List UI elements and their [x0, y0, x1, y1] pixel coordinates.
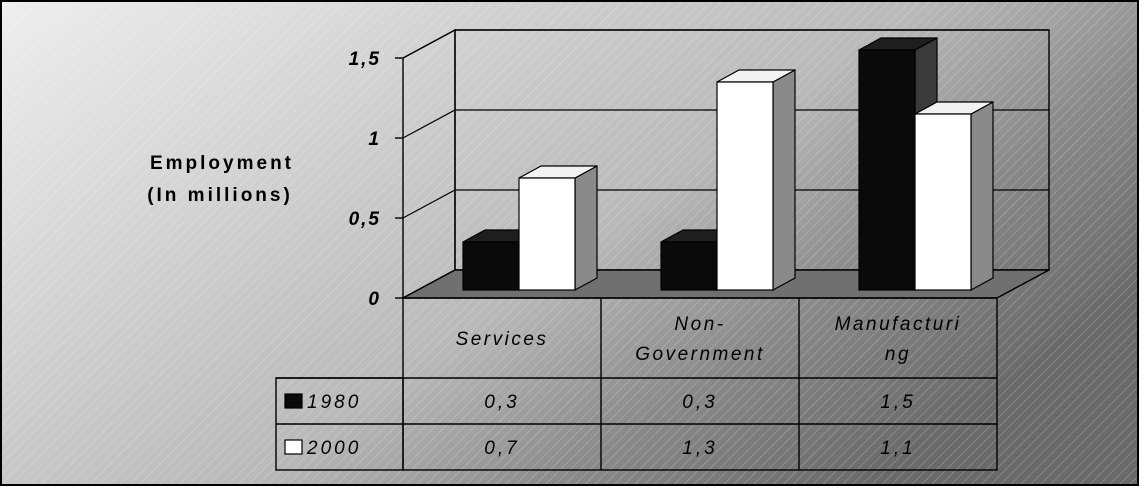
bar-side: [574, 164, 598, 292]
y-tick-label: 0: [368, 289, 381, 310]
gridline: [402, 189, 1049, 219]
legend-key-1980: [284, 393, 303, 409]
gridlines: [395, 29, 1049, 299]
y-axis-label-line-2: (In millions): [147, 185, 293, 206]
bar-2000-1: [716, 68, 796, 292]
bar: [858, 49, 916, 291]
bar: [462, 241, 520, 291]
y-tick-labels: 0 0,5 1 1,5: [349, 49, 381, 310]
y-tick-label: 0,5: [349, 209, 381, 230]
table-value: 0,3: [682, 392, 717, 413]
y-axis-label: Employment (In millions): [147, 153, 294, 206]
category-label: Manufacturi: [835, 314, 962, 335]
table-value: 1,1: [880, 438, 915, 459]
category-label: Non-: [674, 314, 725, 335]
bars: [462, 36, 994, 292]
legend-key-2000: [284, 439, 303, 455]
category-label: Government: [635, 344, 765, 365]
bar: [914, 113, 972, 291]
table-value: 0,7: [484, 438, 519, 459]
table-value: 1,5: [880, 392, 915, 413]
data-table: Services Non- Government Manufacturi ng 1980 0…: [275, 297, 998, 471]
legend-label-2000: 2000: [306, 438, 361, 459]
bar-side: [772, 68, 796, 292]
category-label: ng: [885, 344, 911, 365]
legend-label-1980: 1980: [307, 392, 361, 413]
bar-2000-2: [914, 100, 994, 292]
gridline: [402, 29, 1049, 59]
bar: [518, 177, 576, 291]
bar-side: [970, 100, 994, 292]
y-tick-label: 1,5: [349, 49, 381, 70]
table-value: 1,3: [682, 438, 717, 459]
category-label: Services: [456, 329, 549, 350]
y-axis-label-line-1: Employment: [150, 153, 294, 174]
bar-2000-0: [518, 164, 598, 292]
y-tick-label: 1: [368, 129, 381, 150]
bar: [660, 241, 718, 291]
bar: [716, 81, 774, 291]
gridline: [402, 109, 1049, 139]
table-value: 0,3: [484, 392, 519, 413]
